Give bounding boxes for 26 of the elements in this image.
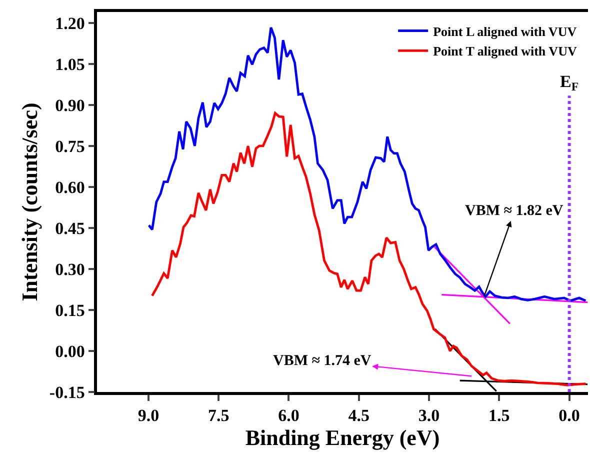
legend-label: Point L aligned with VUV xyxy=(433,24,578,39)
x-tick-label: 3.0 xyxy=(418,406,440,426)
annotation: VBM ≈ 1.82 eV xyxy=(465,203,564,219)
x-tick-label: 4.5 xyxy=(348,406,370,426)
line-series xyxy=(150,112,587,386)
y-tick-label: 0.15 xyxy=(55,300,85,320)
y-tick-label: 0.75 xyxy=(55,136,85,156)
x-tick-label: 6.0 xyxy=(278,406,300,426)
y-tick-label: 0.45 xyxy=(55,218,85,238)
x-axis-title: Binding Energy (eV) xyxy=(245,425,440,450)
y-tick-label: 0.60 xyxy=(55,178,85,197)
x-tick-label: 7.5 xyxy=(208,406,230,426)
ref-line-label: E$_{F}$ xyxy=(560,72,579,94)
x-tick-label: 9.0 xyxy=(138,406,160,426)
y-tick-label: 0.00 xyxy=(55,342,85,361)
y-axis-title: Intensity (counts/sec) xyxy=(17,102,42,302)
line-series xyxy=(148,26,587,302)
x-tick-label: 0.0 xyxy=(558,406,580,426)
y-tick-label: 0.30 xyxy=(55,260,85,279)
legend-label: Point T aligned with VUV xyxy=(433,44,578,59)
y-tick-label: -0.15 xyxy=(49,382,85,402)
annotation: VBM ≈ 1.74 eV xyxy=(273,353,372,369)
y-tick-label: 0.90 xyxy=(55,96,85,115)
y-tick-label: 1.20 xyxy=(55,14,85,33)
y-tick-label: 1.05 xyxy=(55,54,85,74)
x-tick-label: 1.5 xyxy=(488,406,510,426)
